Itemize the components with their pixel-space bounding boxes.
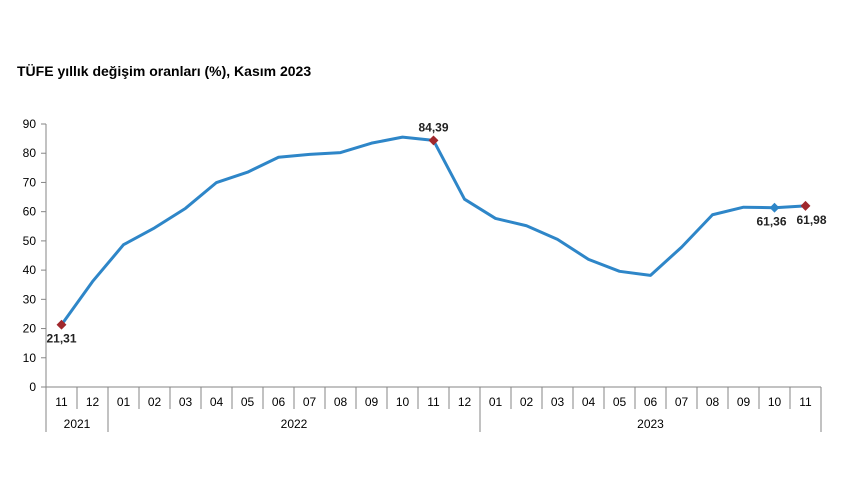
x-month-label: 05 [241, 395, 255, 409]
x-month-label: 09 [737, 395, 751, 409]
x-month-label: 02 [148, 395, 162, 409]
x-month-label: 04 [210, 395, 224, 409]
x-month-label: 09 [365, 395, 379, 409]
y-tick-label: 0 [29, 380, 36, 394]
x-year-label: 2021 [64, 417, 91, 431]
data-label: 61,98 [796, 213, 826, 227]
x-month-label: 12 [86, 395, 100, 409]
x-month-label: 05 [613, 395, 627, 409]
y-tick-label: 70 [23, 175, 37, 189]
chart-title: TÜFE yıllık değişim oranları (%), Kasım … [17, 63, 312, 79]
x-year-label: 2022 [281, 417, 308, 431]
highlight-marker [769, 202, 780, 213]
x-month-label: 12 [458, 395, 472, 409]
data-label: 21,31 [46, 332, 76, 346]
y-tick-label: 40 [23, 263, 37, 277]
x-month-label: 07 [303, 395, 317, 409]
x-month-label: 10 [396, 395, 410, 409]
highlight-marker [428, 135, 439, 146]
x-month-label: 06 [272, 395, 286, 409]
x-month-label: 11 [55, 395, 68, 409]
x-month-label: 01 [489, 395, 503, 409]
x-month-label: 08 [706, 395, 720, 409]
y-tick-label: 50 [23, 234, 37, 248]
x-month-label: 01 [117, 395, 131, 409]
y-tick-label: 90 [23, 117, 37, 131]
x-month-label: 03 [551, 395, 565, 409]
x-month-label: 06 [644, 395, 658, 409]
y-tick-label: 80 [23, 146, 37, 160]
series-line [60, 135, 806, 326]
y-tick-label: 10 [23, 351, 37, 365]
x-month-label: 03 [179, 395, 193, 409]
x-month-label: 10 [768, 395, 782, 409]
x-month-label: 11 [799, 395, 812, 409]
data-label: 61,36 [756, 215, 786, 229]
y-tick-label: 60 [23, 205, 37, 219]
data-label: 84,39 [418, 120, 448, 134]
x-month-label: 02 [520, 395, 534, 409]
x-month-label: 07 [675, 395, 689, 409]
x-month-label: 08 [334, 395, 348, 409]
x-month-label: 11 [427, 395, 440, 409]
y-tick-label: 20 [23, 322, 37, 336]
y-tick-label: 30 [23, 292, 37, 306]
x-month-label: 04 [582, 395, 596, 409]
x-year-label: 2023 [637, 417, 664, 431]
highlight-marker [800, 200, 811, 211]
